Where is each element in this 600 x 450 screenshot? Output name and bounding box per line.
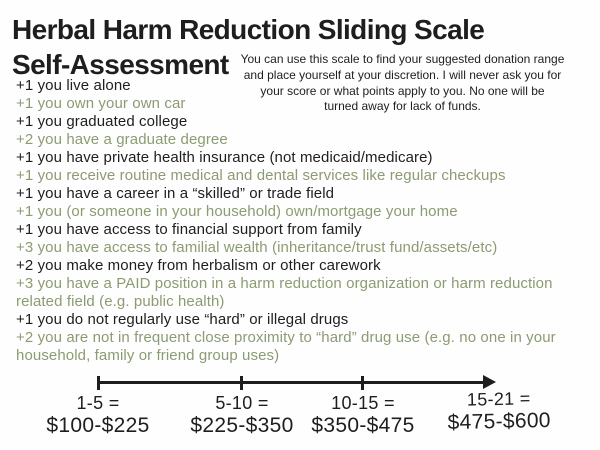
intro-line-3: your score or what points apply to you. … [260, 83, 545, 98]
segment-amount: $350-$475 [311, 414, 415, 437]
points-list-item: +1 you own your own car [16, 95, 186, 112]
scale-tick [97, 376, 100, 390]
scale-segment: 5-10 = $225-$350 [190, 392, 293, 437]
points-list-item: +1 you have a career in a “skilled” or t… [16, 185, 335, 202]
segment-range: 5-10 = [215, 393, 269, 413]
page-title-line2: Self-Assessment [12, 49, 229, 80]
scale-segment: 10-15 = $350-$475 [311, 392, 414, 437]
intro-note: You can use this scale to find your sugg… [225, 52, 580, 115]
points-list-item: +2 you have a graduate degree [16, 131, 228, 148]
points-list-item: +1 you do not regularly use “hard” or il… [16, 311, 349, 328]
points-list-item: +1 you graduated college [16, 113, 188, 130]
points-list-item: +1 you live alone [16, 77, 131, 94]
segment-amount: $100-$225 [46, 414, 150, 437]
scale-tick [361, 376, 364, 390]
points-list-item: +3 you have access to familial wealth (i… [16, 239, 498, 256]
arrow-right-icon [483, 375, 496, 389]
scale-tick [240, 376, 243, 390]
points-list-item: +2 you are not in frequent close proximi… [16, 329, 556, 364]
page-title-line1: Herbal Harm Reduction Sliding Scale [12, 14, 485, 45]
points-list-item: +1 you have private health insurance (no… [16, 149, 433, 166]
points-list-item: +3 you have a PAID position in a harm re… [16, 275, 553, 310]
intro-line-4: turned away for lack of funds. [324, 99, 481, 114]
segment-amount: $225-$350 [190, 414, 294, 437]
scale-axis-line [97, 381, 485, 384]
segment-range: 1-5 = [76, 393, 120, 413]
scale-segment: 15-21 = $475-$600 [447, 387, 551, 434]
intro-line-1: You can use this scale to find your sugg… [240, 52, 565, 66]
points-list-item: +1 you have access to financial support … [16, 221, 362, 238]
points-list-item: +2 you make money from herbalism or othe… [16, 257, 381, 274]
segment-amount: $475-$600 [447, 408, 552, 435]
points-list-item: +1 you (or someone in your household) ow… [16, 203, 458, 220]
segment-range: 15-21 = [466, 388, 531, 410]
points-list: +1 you live alone +1 you own your own ca… [16, 77, 598, 365]
intro-line-2: and place yourself at your discretion. I… [243, 67, 562, 82]
segment-range: 10-15 = [331, 393, 395, 413]
points-list-item: +1 you receive routine medical and denta… [16, 167, 506, 184]
scale-segment: 1-5 = $100-$225 [46, 392, 149, 437]
